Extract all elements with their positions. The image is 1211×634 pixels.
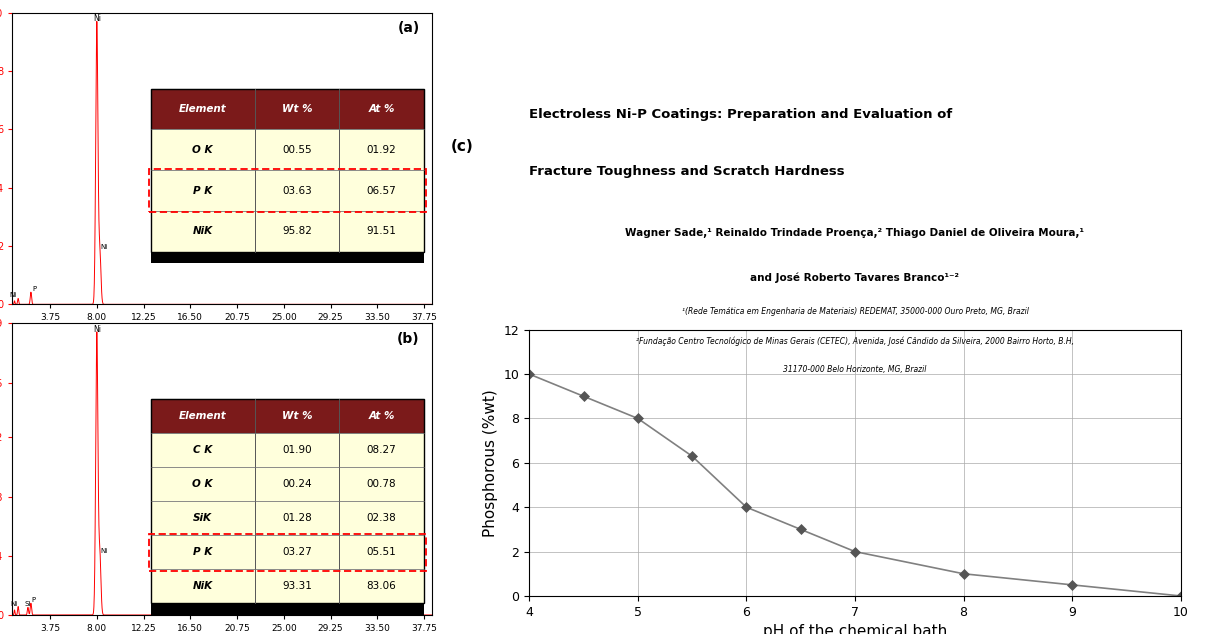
Text: 05.51: 05.51 bbox=[367, 547, 396, 557]
Text: 02.38: 02.38 bbox=[367, 514, 396, 523]
Text: ²Fundação Centro Tecnológico de Minas Gerais (CETEC), Avenida, José Cândido da S: ²Fundação Centro Tecnológico de Minas Ge… bbox=[636, 336, 1074, 346]
Text: 31170-000 Belo Horizonte, MG, Brazil: 31170-000 Belo Horizonte, MG, Brazil bbox=[784, 365, 926, 373]
X-axis label: pH of the chemical bath: pH of the chemical bath bbox=[763, 624, 947, 634]
Text: 08.27: 08.27 bbox=[367, 445, 396, 455]
Text: P K: P K bbox=[193, 547, 212, 557]
Text: Wt %: Wt % bbox=[282, 411, 312, 421]
Text: Ni: Ni bbox=[101, 244, 108, 250]
Bar bbox=[151, 89, 424, 252]
Text: 00.78: 00.78 bbox=[367, 479, 396, 489]
Bar bbox=[151, 399, 424, 433]
Text: Ni: Ni bbox=[101, 548, 108, 553]
Text: 95.82: 95.82 bbox=[282, 226, 312, 236]
Text: 91.51: 91.51 bbox=[367, 226, 396, 236]
Bar bbox=[151, 399, 424, 604]
Text: Ni: Ni bbox=[10, 292, 17, 299]
Text: At %: At % bbox=[368, 104, 395, 114]
Text: Element: Element bbox=[179, 411, 226, 421]
Text: (c): (c) bbox=[450, 139, 474, 155]
Text: Ni: Ni bbox=[11, 600, 18, 607]
Text: Ni: Ni bbox=[93, 14, 101, 23]
Text: 00.55: 00.55 bbox=[282, 145, 311, 155]
Bar bbox=[151, 535, 424, 569]
Text: NiK: NiK bbox=[193, 581, 213, 592]
Bar bbox=[149, 534, 426, 571]
Text: 00.24: 00.24 bbox=[282, 479, 311, 489]
Bar bbox=[151, 129, 424, 170]
Bar bbox=[151, 170, 424, 211]
Text: and José Roberto Tavares Branco¹⁻²: and José Roberto Tavares Branco¹⁻² bbox=[751, 273, 959, 283]
Bar bbox=[149, 169, 426, 212]
Text: (a): (a) bbox=[397, 22, 420, 36]
Bar bbox=[151, 211, 424, 252]
Bar bbox=[151, 89, 424, 129]
Bar bbox=[151, 569, 424, 604]
Text: 83.06: 83.06 bbox=[367, 581, 396, 592]
Y-axis label: Phosphorous (%wt): Phosphorous (%wt) bbox=[483, 389, 498, 537]
Bar bbox=[151, 501, 424, 535]
Text: P K: P K bbox=[193, 186, 212, 195]
Text: (b): (b) bbox=[397, 332, 420, 346]
Bar bbox=[151, 252, 424, 264]
Text: P: P bbox=[31, 597, 35, 603]
Text: Fracture Toughness and Scratch Hardness: Fracture Toughness and Scratch Hardness bbox=[529, 165, 845, 178]
Text: O K: O K bbox=[193, 145, 213, 155]
Text: At %: At % bbox=[368, 411, 395, 421]
Text: 06.57: 06.57 bbox=[367, 186, 396, 195]
Text: ¹(Rede Temática em Engenharia de Materiais) REDEMAT, 35000-000 Ouro Preto, MG, B: ¹(Rede Temática em Engenharia de Materia… bbox=[682, 307, 1028, 316]
Text: 93.31: 93.31 bbox=[282, 581, 312, 592]
Text: O K: O K bbox=[193, 479, 213, 489]
Text: C K: C K bbox=[193, 445, 212, 455]
Text: Wagner Sade,¹ Reinaldo Trindade Proença,² Thiago Daniel de Oliveira Moura,¹: Wagner Sade,¹ Reinaldo Trindade Proença,… bbox=[625, 228, 1085, 238]
Text: 03.27: 03.27 bbox=[282, 547, 311, 557]
Bar bbox=[151, 467, 424, 501]
Text: NiK: NiK bbox=[193, 226, 213, 236]
Text: Wt %: Wt % bbox=[282, 104, 312, 114]
Text: 01.90: 01.90 bbox=[282, 445, 311, 455]
Bar bbox=[151, 433, 424, 467]
Text: Electroless Ni-P Coatings: Preparation and Evaluation of: Electroless Ni-P Coatings: Preparation a… bbox=[529, 108, 953, 121]
Text: Ni: Ni bbox=[93, 325, 101, 333]
Text: 01.28: 01.28 bbox=[282, 514, 311, 523]
Text: 01.92: 01.92 bbox=[367, 145, 396, 155]
Text: P: P bbox=[31, 286, 36, 292]
Text: Element: Element bbox=[179, 104, 226, 114]
Text: SiK: SiK bbox=[194, 514, 212, 523]
Bar bbox=[151, 604, 424, 615]
X-axis label: Energy - keV: Energy - keV bbox=[191, 328, 253, 338]
Text: Si: Si bbox=[24, 602, 31, 607]
Text: 03.63: 03.63 bbox=[282, 186, 311, 195]
